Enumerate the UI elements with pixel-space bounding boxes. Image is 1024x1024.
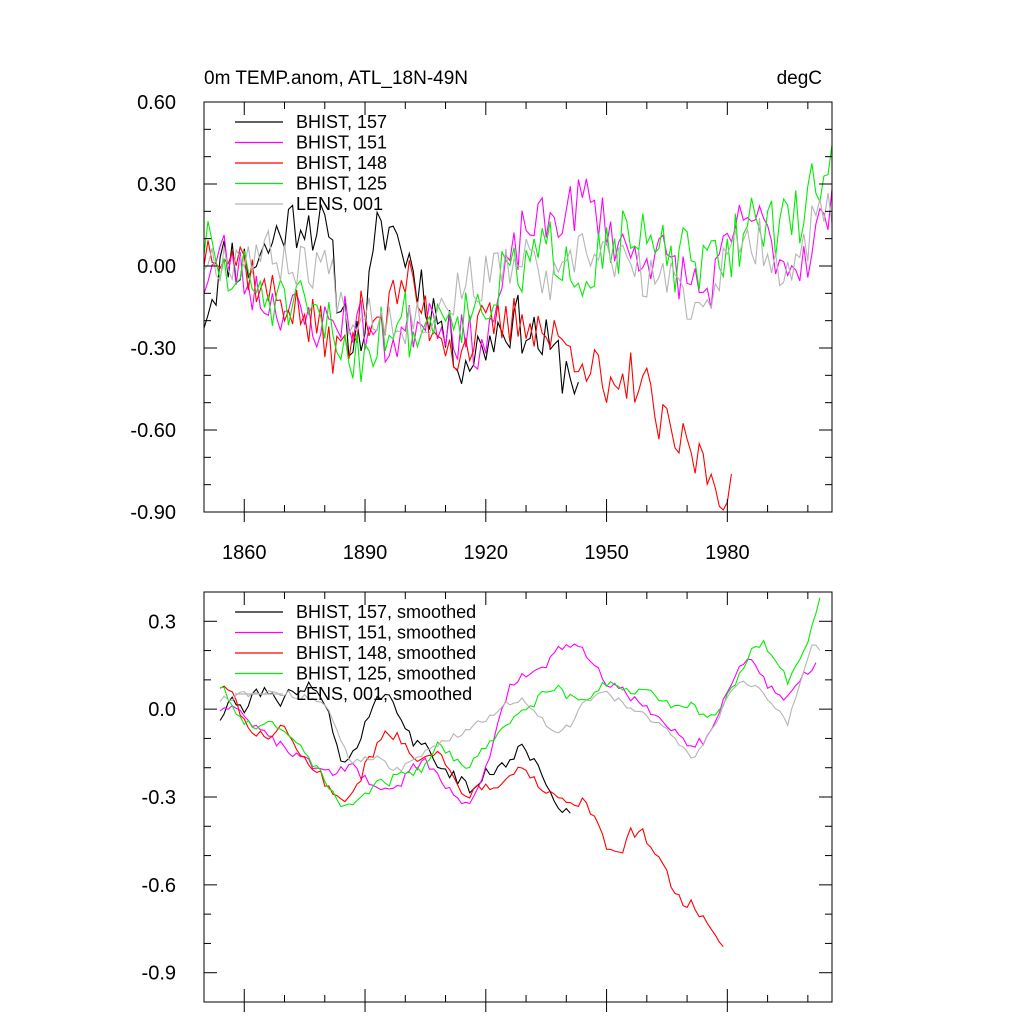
legend-label-4: BHIST, 125 bbox=[296, 174, 387, 194]
series-line-4 bbox=[203, 144, 833, 383]
top-series-group bbox=[203, 144, 833, 511]
y-tick-label: 0.3 bbox=[148, 611, 176, 633]
series-line-2 bbox=[203, 178, 833, 371]
top-chart-units: degC bbox=[777, 68, 822, 89]
legend-label-3: BHIST, 148 bbox=[296, 153, 387, 173]
x-tick-label: 1860 bbox=[222, 542, 267, 564]
y-tick-label: -0.3 bbox=[142, 787, 176, 809]
top-x-tick-labels: 1860 1890 1920 1950 1980 bbox=[222, 542, 750, 564]
x-tick-label: 1920 bbox=[464, 542, 509, 564]
series-line-3 bbox=[203, 240, 732, 511]
y-tick-label: 0.30 bbox=[137, 174, 176, 196]
legend-label-1: BHIST, 157, smoothed bbox=[296, 602, 476, 622]
legend-label-1: BHIST, 157 bbox=[296, 112, 387, 132]
bottom-y-tick-labels: 0.3 0.0 -0.3 -0.6 -0.9 bbox=[142, 611, 176, 984]
series-line-1 bbox=[203, 202, 579, 396]
top-chart-title: 0m TEMP.anom, ATL_18N-49N bbox=[204, 68, 468, 89]
bottom-panel: 0.30.0-0.3-0.6-0.9 BHIST, 157, smoothedB… bbox=[142, 591, 833, 1012]
y-tick-label: 0.60 bbox=[137, 92, 176, 114]
bottom-plot-frame bbox=[203, 591, 833, 1003]
top-plot-frame bbox=[203, 101, 833, 513]
y-tick-label: -0.30 bbox=[130, 338, 176, 360]
y-tick-label: 0.00 bbox=[137, 256, 176, 278]
legend-label-3: BHIST, 148, smoothed bbox=[296, 643, 476, 663]
y-tick-label: -0.6 bbox=[142, 875, 176, 897]
y-tick-label: -0.60 bbox=[130, 420, 176, 442]
series-line-5 bbox=[219, 644, 821, 773]
y-tick-label: -0.90 bbox=[130, 502, 176, 524]
bottom-axis-ticks bbox=[203, 592, 832, 1012]
top-y-tick-labels: 0.60 0.30 0.00 -0.30 -0.60 -0.90 bbox=[130, 92, 176, 524]
series-line-5 bbox=[203, 192, 833, 345]
x-tick-label: 1950 bbox=[584, 542, 629, 564]
legend-label-5: LENS, 001, smoothed bbox=[296, 684, 472, 704]
legend-label-5: LENS, 001 bbox=[296, 194, 383, 214]
legend-label-2: BHIST, 151, smoothed bbox=[296, 623, 476, 643]
series-line-3 bbox=[219, 685, 724, 948]
y-tick-label: -0.9 bbox=[142, 963, 176, 985]
series-line-4 bbox=[220, 597, 821, 808]
series-line-1 bbox=[219, 680, 571, 814]
legend-label-2: BHIST, 151 bbox=[296, 133, 387, 153]
top-panel: 0m TEMP.anom, ATL_18N-49N degC 0.600.300… bbox=[130, 68, 833, 564]
y-tick-label: 0.0 bbox=[148, 699, 176, 721]
x-tick-label: 1980 bbox=[705, 542, 750, 564]
x-tick-label: 1890 bbox=[343, 542, 388, 564]
legend-label-4: BHIST, 125, smoothed bbox=[296, 664, 476, 684]
bottom-series-group bbox=[219, 597, 821, 948]
